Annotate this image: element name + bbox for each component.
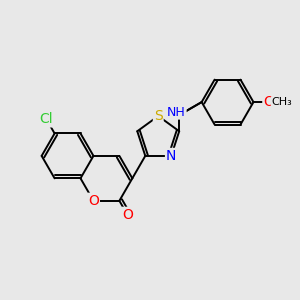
Text: Cl: Cl (40, 112, 53, 126)
Text: CH₃: CH₃ (272, 97, 292, 107)
Text: O: O (263, 95, 274, 109)
Text: N: N (166, 149, 176, 163)
Text: NH: NH (167, 106, 186, 118)
Text: O: O (88, 194, 99, 208)
Text: S: S (154, 109, 163, 123)
Text: O: O (122, 208, 133, 222)
